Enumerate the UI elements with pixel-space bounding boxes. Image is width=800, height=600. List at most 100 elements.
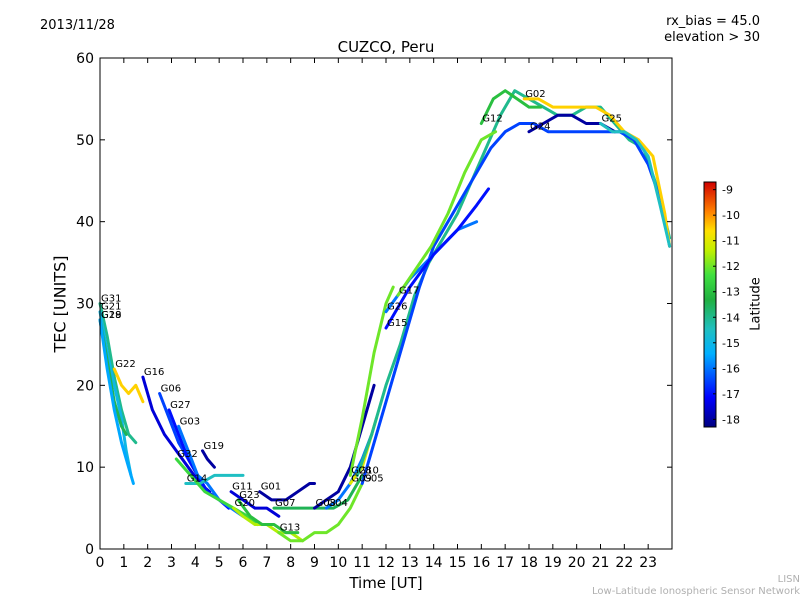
series-label-g14: G14: [187, 474, 207, 485]
colorbar-tick-label: -17: [722, 388, 740, 401]
colorbar-tick-label: -18: [722, 413, 740, 426]
x-tick-label: 5: [215, 555, 224, 571]
x-tick-label: 11: [353, 555, 371, 571]
series-label-g12: G12: [482, 114, 502, 125]
y-tick-label: 20: [76, 378, 94, 394]
series-line-g19: [201, 449, 216, 469]
x-tick-label: 22: [615, 555, 633, 571]
y-tick-label: 30: [76, 297, 94, 313]
x-tick-label: 10: [329, 555, 347, 571]
x-tick-label: 1: [119, 555, 128, 571]
series-line-g18: [98, 318, 135, 485]
colorbar-tick-label: -12: [722, 260, 740, 273]
series-label-g32: G32: [177, 449, 197, 460]
param-elevation: elevation > 30: [664, 30, 760, 45]
colorbar-ticks: -9 -10 -11 -12 -13 -14 -15 -16 -17 -18: [713, 184, 740, 426]
series-label-g26: G26: [387, 302, 407, 313]
y-tick-label: 60: [76, 51, 94, 67]
series-line-g26: [384, 220, 479, 314]
series-label-g25: G25: [602, 114, 622, 125]
series-label-g18: G18: [101, 310, 121, 321]
series-line-g07: [272, 473, 364, 510]
param-rx-bias: rx_bias = 45.0: [666, 14, 760, 29]
series-label-g01: G01: [261, 482, 281, 493]
x-tick-label: 3: [167, 555, 176, 571]
series-line-g01: [258, 482, 316, 502]
series-label-g22: G22: [115, 359, 135, 370]
colorbar-tick-label: -9: [722, 184, 733, 197]
footer-credit: LISN Low-Latitude Ionospheric Sensor Net…: [592, 574, 800, 598]
series-label-g24: G24: [530, 122, 550, 133]
x-tick-label: 6: [239, 555, 248, 571]
series-line-g21: [98, 310, 133, 477]
x-tick-label: 18: [520, 555, 538, 571]
x-tick-label: 15: [449, 555, 467, 571]
series-label-g15: G15: [387, 318, 407, 329]
x-tick-label: 14: [425, 555, 443, 571]
series-label-g19: G19: [204, 441, 224, 452]
series-label-g05: G05: [363, 474, 383, 485]
colorbar-tick-label: -11: [722, 235, 740, 248]
series-label-g02: G02: [525, 89, 545, 100]
series-label-g10: G10: [358, 465, 378, 476]
series-label-g23: G23: [239, 490, 259, 501]
series-label-g17: G17: [399, 285, 419, 296]
ticks-layer: 0 1 2 3 4 5 6 7 8 9 10 11 12 13 14 15 16 17 18 19 20 21 22 2301…: [76, 51, 672, 571]
x-tick-label: 21: [592, 555, 610, 571]
x-tick-label: 0: [96, 555, 105, 571]
series-line-g14: [184, 473, 245, 485]
y-axis-label: TEC [UNITS]: [50, 255, 70, 353]
colorbar-tick-label: -16: [722, 362, 740, 375]
x-tick-label: 8: [286, 555, 295, 571]
colorbar-tick-label: -13: [722, 286, 740, 299]
series-line-g08: [313, 383, 376, 510]
series-label-g11: G11: [232, 482, 252, 493]
x-tick-label: 4: [191, 555, 200, 571]
x-tick-label: 23: [639, 555, 657, 571]
x-tick-label: 19: [544, 555, 562, 571]
x-tick-label: 12: [377, 555, 395, 571]
series-line-g31: [98, 302, 138, 445]
colorbar-label: Latitude: [748, 277, 764, 331]
colorbar-tick-label: -15: [722, 337, 740, 350]
series-label-g03: G03: [180, 416, 200, 427]
x-tick-label: 9: [310, 555, 319, 571]
params-block: rx_bias = 45.0 elevation > 30: [664, 14, 760, 46]
series-layer: [98, 89, 672, 543]
x-tick-label: 20: [568, 555, 586, 571]
y-tick-label: 40: [76, 215, 94, 231]
series-line-g25: [599, 122, 672, 248]
series-label-g28: G28: [351, 465, 371, 476]
series-line-g02: [522, 97, 672, 248]
series-label-g13: G13: [280, 523, 300, 534]
series-line-g15: [384, 187, 490, 330]
colorbar-tick-label: -10: [722, 209, 740, 222]
chart-title: CUZCO, Peru: [337, 38, 435, 56]
x-tick-label: 7: [262, 555, 271, 571]
series-label-g29: G29: [101, 310, 121, 321]
series-line-g10: [355, 89, 672, 477]
series-label-g21: G21: [101, 302, 121, 313]
series-line-g13: [277, 482, 364, 543]
series-label-g09: G09: [351, 474, 371, 485]
footer-line-2: Low-Latitude Ionospheric Sensor Network: [592, 586, 800, 597]
x-tick-label: 17: [496, 555, 514, 571]
colorbar: [703, 181, 717, 428]
series-label-g07: G07: [275, 498, 295, 509]
footer-line-1: LISN: [777, 574, 800, 585]
series-line-g22: [112, 367, 145, 404]
x-tick-label: 2: [143, 555, 152, 571]
series-line-g28: [348, 285, 395, 477]
series-line-g12: [479, 89, 543, 125]
series-label-g06: G06: [161, 384, 181, 395]
date-label: 2013/11/28: [40, 18, 115, 33]
series-label-g20: G20: [235, 498, 255, 509]
x-tick-label: 16: [472, 555, 490, 571]
series-line-g32: [174, 457, 259, 526]
series-label-g08: G08: [316, 498, 336, 509]
series-line-g17: [396, 130, 498, 297]
x-axis-label: Time [UT]: [349, 574, 423, 592]
y-tick-label: 0: [85, 542, 94, 558]
